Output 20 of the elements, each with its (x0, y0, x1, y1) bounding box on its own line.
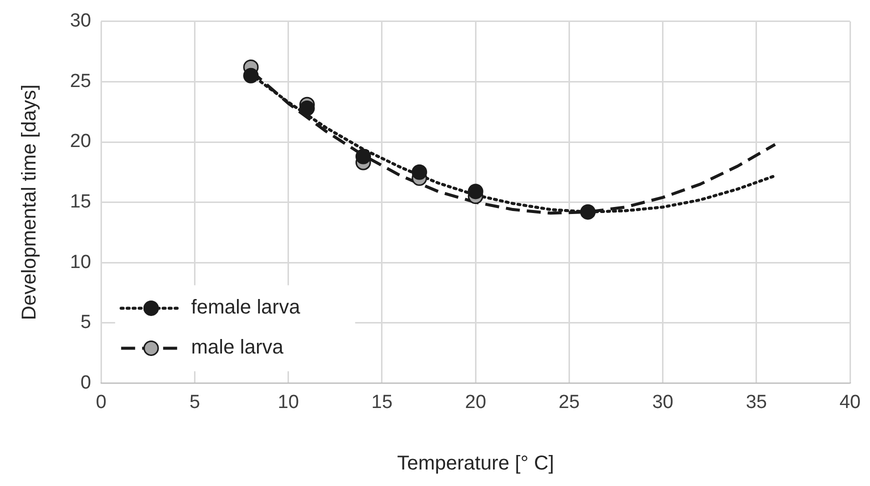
y-tick-label: 30 (70, 10, 92, 32)
x-axis-title: Temperature [° C] (397, 452, 554, 475)
y-tick-label: 15 (70, 192, 92, 213)
y-axis-title: Developmental time [days] (18, 84, 41, 320)
x-tick-label: 5 (189, 392, 200, 413)
x-tick-label: 30 (652, 392, 674, 413)
y-tick-label: 0 (80, 372, 92, 394)
x-tick-label: 40 (839, 392, 861, 413)
x-tick-label: 35 (746, 392, 767, 413)
legend-label: female larva (191, 296, 301, 319)
x-tick-label: 15 (371, 392, 393, 413)
x-tick-label: 20 (464, 392, 486, 413)
y-tick-label: 25 (70, 70, 92, 92)
x-tick-label: 25 (558, 392, 580, 413)
y-tick-label: 5 (80, 312, 92, 334)
y-tick-label: 10 (70, 252, 92, 273)
legend-label: male larva (191, 336, 284, 359)
x-tick-label: 10 (278, 392, 299, 413)
x-tick-label: 0 (96, 392, 106, 413)
y-tick-label: 20 (70, 131, 92, 152)
